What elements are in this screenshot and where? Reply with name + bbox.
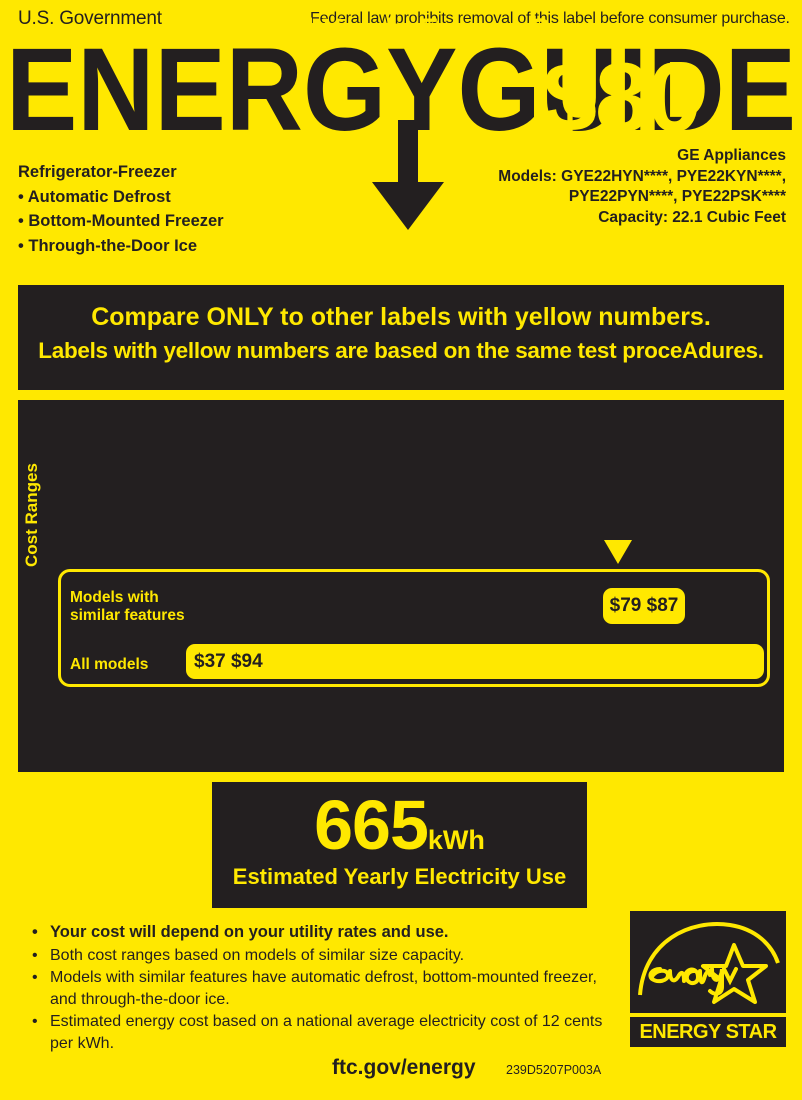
energy-star-logo: ENERGY STAR: [630, 911, 786, 1047]
similar-features-caption-line-2: similar features: [70, 607, 185, 624]
yearly-electricity-use-box: 665kWh Estimated Yearly Electricity Use: [212, 782, 587, 908]
us-government-text: U.S. Government: [18, 8, 162, 29]
all-models-caption: All models: [70, 656, 149, 673]
similar-features-caption: Models with similar features: [70, 589, 185, 625]
estimated-yearly-energy-cost-panel: [18, 400, 784, 772]
part-number: 239D5207P003A: [506, 1063, 602, 1077]
compare-banner-line-1: Compare ONLY to other labels with yellow…: [91, 303, 711, 331]
down-arrow-icon: [368, 120, 448, 233]
brand-model-block: GE Appliances Models: GYE22HYN****, PYE2…: [356, 146, 786, 228]
kwh-unit: kWh: [427, 825, 485, 855]
brand-name: GE Appliances: [677, 147, 786, 164]
similar-features-caption-line-1: Models with: [70, 589, 159, 606]
similar-features-range-value: $79 $87: [609, 595, 679, 616]
energy-star-label: ENERGY STAR: [639, 1021, 777, 1043]
kwh-caption: Estimated Yearly Electricity Use: [232, 864, 567, 889]
feature-item-0: • Automatic Defrost: [18, 187, 171, 206]
energy-star-band: ENERGY STAR: [630, 1017, 786, 1047]
model-numbers-line-2: PYE22PYN****, PYE22PSK****: [568, 188, 786, 205]
model-numbers-line-1: Models: GYE22HYN****, PYE22KYN****,: [498, 167, 786, 185]
kwh-value: 665: [314, 786, 429, 864]
footnote-list: Your cost will depend on your utility ra…: [28, 922, 618, 1055]
feature-item-2: • Through-the-Door Ice: [18, 236, 198, 255]
all-models-range-bar: $37 $94: [186, 644, 764, 679]
all-models-range-value: $37 $94: [194, 651, 263, 672]
kwh-value-row: 665kWh: [212, 788, 587, 862]
ftc-energy-url[interactable]: ftc.gov/energy: [332, 1056, 476, 1079]
product-type: Refrigerator-Freezer: [18, 163, 177, 181]
cost-ranges-box: [58, 569, 770, 687]
footnote-item-3: Estimated energy cost based on a nationa…: [28, 1011, 618, 1054]
cost-ranges-axis-label: Cost Ranges: [22, 463, 41, 567]
compare-banner: Compare ONLY to other labels with yellow…: [18, 285, 784, 390]
footnote-item-1: Both cost ranges based on models of simi…: [28, 945, 618, 967]
feature-item-1: • Bottom-Mounted Freezer: [18, 212, 224, 230]
cost-pointer-triangle-icon: [604, 540, 632, 564]
estimated-yearly-cost-value: $80: [542, 42, 702, 152]
footnote-item-0: Your cost will depend on your utility ra…: [28, 922, 618, 944]
cost-panel-title: Estimated Yearly Energy Cost: [170, 13, 596, 46]
product-feature-list: Refrigerator-Freezer • Automatic Defrost…: [18, 160, 318, 258]
compare-banner-line-2: Labels with yellow numbers are based on …: [38, 338, 764, 363]
federal-law-notice: Federal law prohibits removal of this la…: [310, 10, 790, 27]
footnote-item-2: Models with similar features have automa…: [28, 967, 618, 1010]
energy-star-mark-icon: [630, 911, 786, 1013]
similar-features-range-bar: $79 $87: [603, 588, 685, 624]
capacity: Capacity: 22.1 Cubic Feet: [598, 208, 786, 226]
